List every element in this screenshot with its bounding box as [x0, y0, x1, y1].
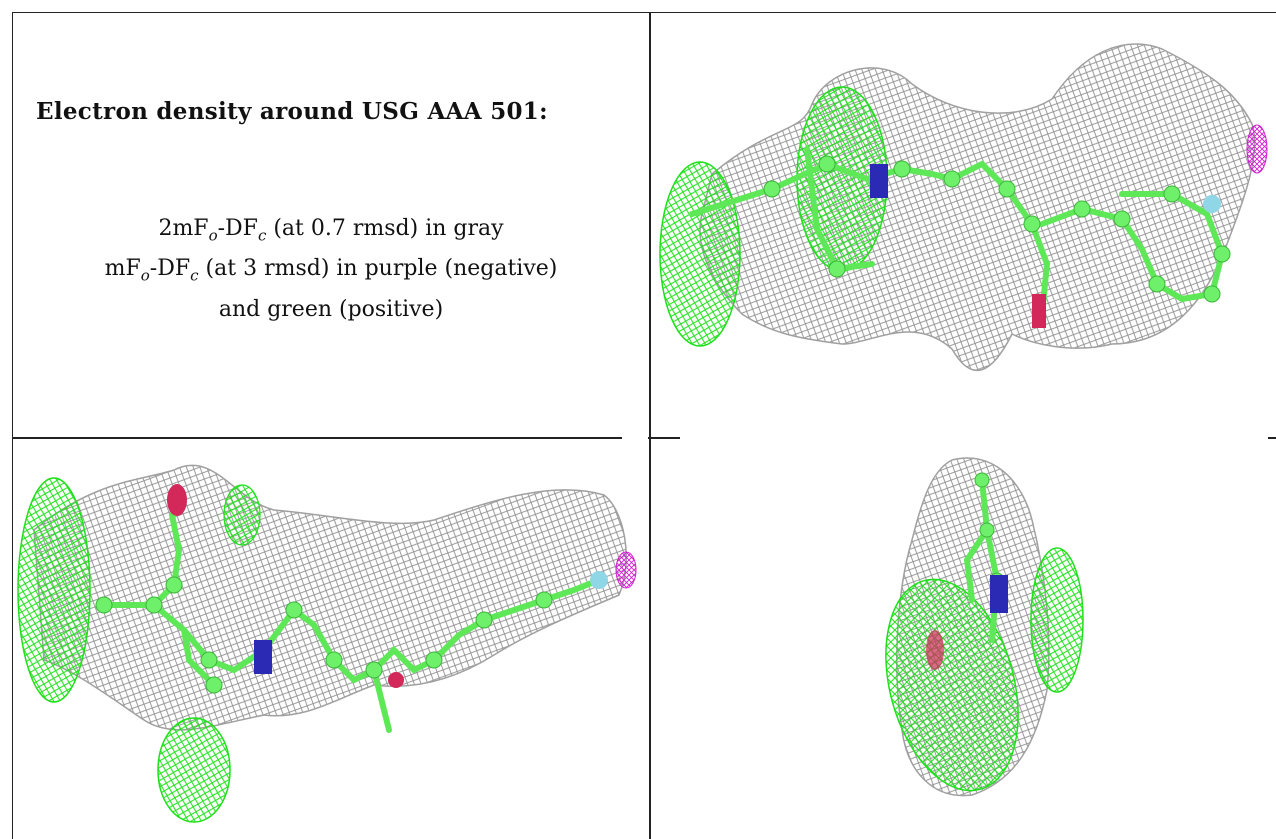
caption-line-1: 2mFo-DFc (at 0.7 rmsd) in gray: [158, 216, 504, 245]
density-view-bottom-left: [14, 440, 648, 839]
figure-caption: 2mFo-DFc (at 0.7 rmsd) in gray mFo-DFc (…: [14, 212, 648, 326]
density-view-bottom-right: [652, 440, 1276, 839]
column-divider: [649, 12, 651, 839]
caption-panel: Electron density around USG AAA 501: 2mF…: [14, 14, 648, 436]
density-view-top-right: [652, 14, 1276, 436]
row-divider-left: [12, 437, 622, 439]
caption-line-2: mFo-DFc (at 3 rmsd) in purple (negative): [104, 256, 558, 285]
row-divider-right: [1268, 437, 1276, 439]
caption-line-3: and green (positive): [218, 296, 444, 322]
row-divider-mid: [648, 437, 680, 439]
figure-table: [12, 12, 1276, 839]
figure-title: Electron density around USG AAA 501:: [36, 98, 548, 125]
